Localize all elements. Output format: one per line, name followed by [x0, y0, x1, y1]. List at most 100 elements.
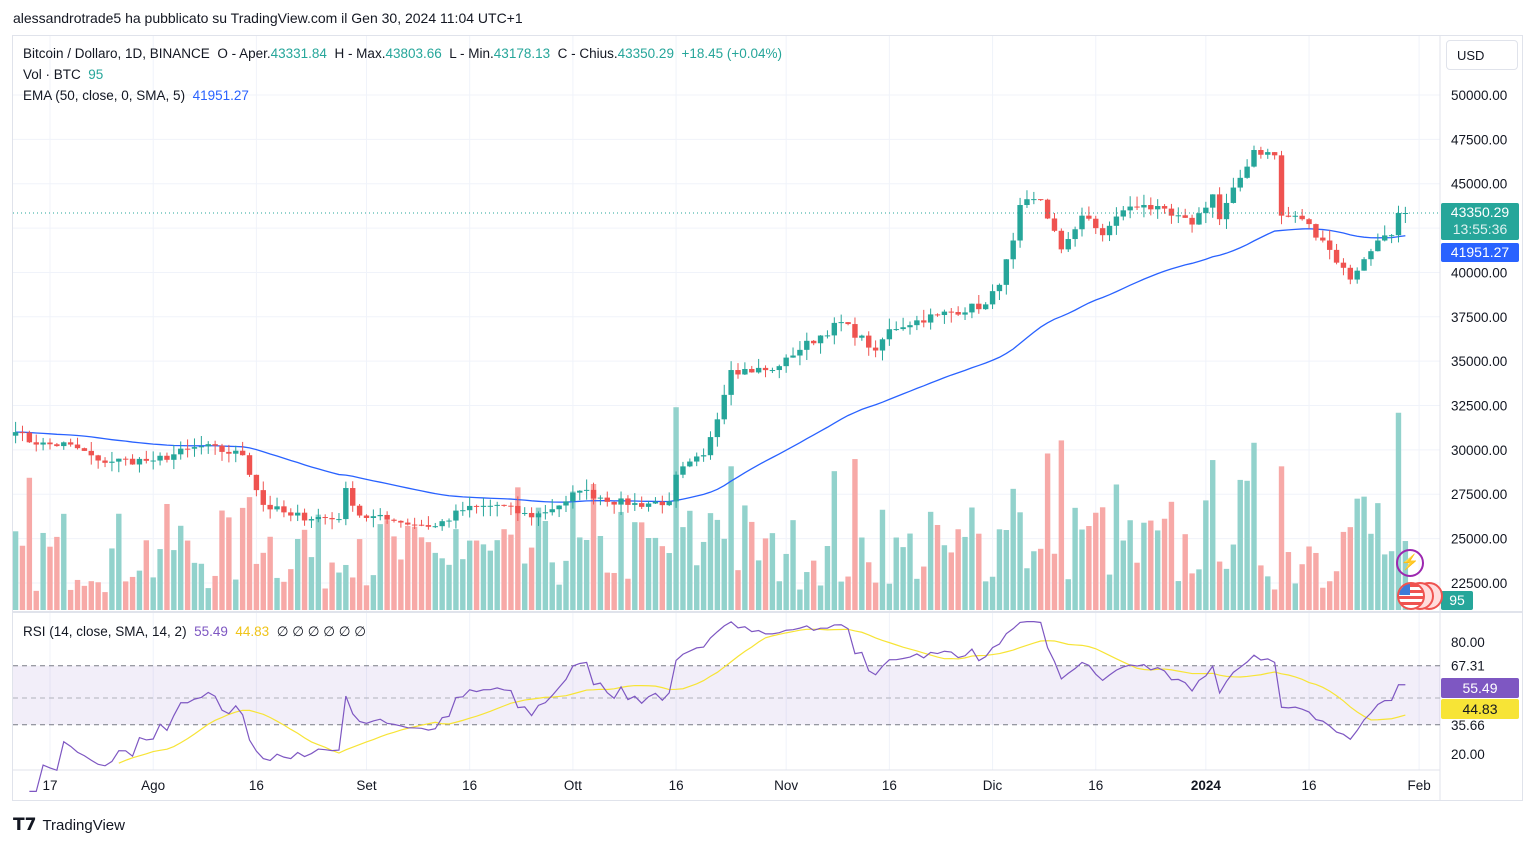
- candle-body: [962, 312, 968, 315]
- candle-body: [549, 509, 555, 513]
- us-economic-events-icon[interactable]: [1397, 582, 1443, 610]
- time-axis-label: Nov: [774, 778, 798, 793]
- volume-bar: [466, 540, 473, 610]
- volume-bar: [501, 529, 507, 610]
- price-axis-label: 40000.00: [1451, 265, 1507, 280]
- volume-bar: [577, 537, 583, 610]
- candle-body: [914, 320, 920, 326]
- volume-bar: [343, 564, 349, 610]
- candle-body: [61, 442, 67, 447]
- candle-body: [164, 455, 170, 460]
- volume-bar: [535, 507, 542, 610]
- candle-body: [1079, 215, 1085, 230]
- candle-body: [473, 505, 480, 507]
- candle-body: [1285, 215, 1292, 217]
- time-axis-label: Dic: [983, 778, 1003, 793]
- volume-bar: [982, 581, 989, 610]
- volume-bar: [226, 517, 232, 610]
- volume-bar: [1093, 512, 1099, 610]
- volume-bar: [790, 520, 796, 610]
- volume-bar: [1210, 460, 1216, 610]
- open-label: O - Aper.: [217, 46, 271, 61]
- volume-bar: [976, 533, 982, 610]
- candle-body: [1017, 205, 1023, 241]
- candle-body: [1120, 210, 1126, 217]
- volume-bar: [921, 566, 927, 610]
- rsi-ma-tag: 44.83: [1441, 699, 1519, 719]
- price-axis-label: 50000.00: [1451, 88, 1507, 103]
- candle-body: [129, 458, 136, 465]
- candle-body: [652, 501, 659, 504]
- currency-button[interactable]: USD: [1446, 40, 1518, 70]
- volume-bar: [563, 560, 569, 610]
- volume-bar: [480, 544, 487, 610]
- rsi-legend[interactable]: RSI (14, close, SMA, 14, 2) 55.49 44.83 …: [23, 624, 366, 640]
- rsi-ma-value: 44.83: [235, 624, 270, 639]
- candle-body: [1106, 225, 1113, 236]
- candle-body: [1368, 251, 1374, 260]
- candle-body: [233, 450, 239, 454]
- volume-bar: [969, 507, 975, 610]
- rsi-extra-values: ∅ ∅ ∅ ∅ ∅ ∅: [276, 624, 367, 639]
- candle-body: [47, 442, 53, 445]
- volume-bar: [136, 570, 143, 610]
- volume-bar: [363, 585, 370, 610]
- candle-body: [1086, 215, 1092, 219]
- volume-bar: [418, 537, 425, 610]
- candle-body: [411, 524, 418, 526]
- volume-bar: [1182, 534, 1188, 610]
- volume-label: Vol · BTC: [23, 67, 81, 82]
- volume-legend[interactable]: Vol · BTC 95: [23, 67, 103, 82]
- candle-body: [1347, 267, 1354, 280]
- tradingview-logo[interactable]: 𝗧𝟳 TradingView: [13, 815, 125, 835]
- price-axis-label: 32500.00: [1451, 399, 1507, 414]
- candle-body: [1278, 155, 1285, 216]
- candle-body: [466, 505, 473, 511]
- candle-body: [1189, 217, 1195, 225]
- candle-body: [198, 446, 205, 448]
- volume-bar: [769, 533, 776, 610]
- ema-value: 41951.27: [192, 88, 249, 103]
- volume-tag: 95: [1441, 591, 1473, 610]
- volume-bar: [1134, 562, 1140, 610]
- candle-body: [439, 521, 445, 527]
- candle-body: [556, 505, 562, 510]
- candle-body: [879, 339, 886, 351]
- candle-body: [1244, 166, 1250, 178]
- volume-bar: [714, 519, 721, 610]
- volume-bar: [246, 497, 253, 610]
- volume-bar: [1216, 561, 1223, 610]
- candle-body: [425, 525, 432, 527]
- candle-body: [762, 367, 769, 371]
- candle-body: [501, 504, 507, 506]
- volume-bar: [1368, 533, 1374, 610]
- rsi-axis-label: 35.66: [1451, 718, 1485, 733]
- lightning-alert-icon[interactable]: ⚡: [1396, 549, 1424, 577]
- volume-bar: [1326, 581, 1333, 610]
- volume-bar: [432, 552, 438, 610]
- candle-body: [783, 357, 789, 367]
- volume-bar: [604, 572, 610, 610]
- candle-body: [33, 442, 39, 445]
- volume-bar: [907, 533, 913, 610]
- volume-bar: [1244, 480, 1250, 610]
- volume-bar: [1141, 522, 1147, 610]
- candle-body: [982, 304, 989, 310]
- candle-body: [356, 505, 363, 516]
- candle-body: [253, 474, 260, 491]
- ema-legend[interactable]: EMA (50, close, 0, SMA, 5) 41951.27: [23, 88, 249, 103]
- volume-bar: [852, 459, 858, 610]
- symbol-name[interactable]: Bitcoin / Dollaro, 1D, BINANCE: [23, 46, 210, 61]
- volume-bar: [308, 557, 315, 610]
- candle-body: [604, 497, 610, 502]
- candle-body: [1154, 206, 1161, 210]
- candle-body: [872, 347, 879, 351]
- candle-body: [143, 458, 150, 461]
- candle-body: [515, 505, 521, 514]
- time-axis-label: Set: [356, 778, 377, 793]
- volume-bar: [742, 505, 748, 610]
- volume-bar: [1388, 551, 1395, 610]
- candle-body: [343, 488, 349, 520]
- candle-body: [797, 349, 803, 356]
